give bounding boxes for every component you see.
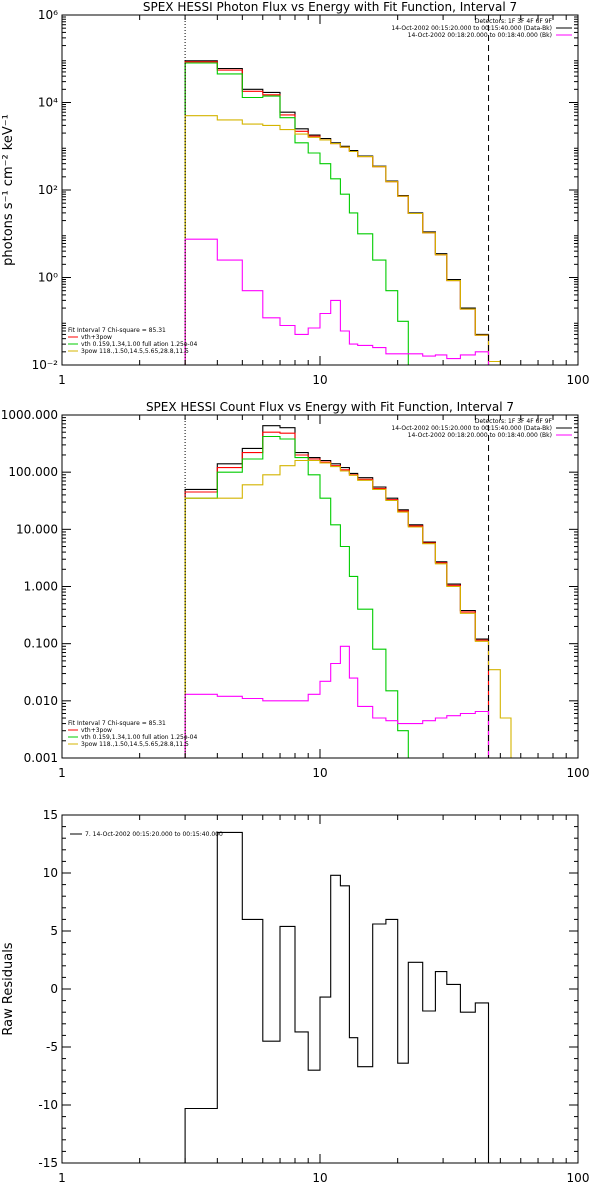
y-tick-label: 1.000 [24,580,58,594]
series-line-3 [184,62,424,365]
x-tick-label: 100 [567,766,590,780]
y-tick-label: 10⁴ [38,96,58,110]
plot-frame [61,814,579,1164]
series-line-2 [184,431,490,758]
y-tick-label: -15 [38,1156,58,1170]
legend-top-text: Detectors: 1F 3F 4F 6F 9F [475,418,553,425]
series-line-3 [184,435,409,758]
y-tick-label: 0.001 [24,751,58,765]
series-line-4 [184,459,512,758]
y-tick-label: 15 [43,808,58,822]
x-tick-label: 100 [567,1171,590,1185]
series-line-1 [184,831,490,1163]
legend-fit-text: Fit Interval 7 Chi-square = 85.31 [68,327,166,334]
x-tick-label: 10 [312,766,327,780]
y-tick-label: -5 [46,1040,58,1054]
series-group [184,425,512,758]
chart-title: SPEX HESSI Photon Flux vs Energy with Fi… [143,0,517,14]
legend-top-text: 14-Oct-2002 00:18:20.000 to 00:18:40.000… [408,32,552,39]
y-tick-label: 0.010 [24,694,58,708]
chart-panel-2: 1 10 100 0.001 0.010 0.100 1.000 10.000 100.000 1… [1,400,590,780]
y-tick-label: 10⁻² [32,358,59,372]
legend-fit-text: vth+3pow [81,727,112,734]
y-tick-label: 10⁶ [38,8,58,22]
series-line-5 [184,238,490,365]
legend-top-text: 14-Oct-2002 00:18:20.000 to 00:18:40.000… [408,432,552,439]
chart-panel-1: 1 10 100 10⁻² 10⁰ 10² 10⁴ 10⁶ SPEX HESSI Photon … [1,0,589,387]
y-tick-label: 100.000 [8,465,58,479]
y-tick-label: 10⁰ [38,271,58,285]
chart-panel-3: 1 10 100 -15 -10 -5 0 5 10 15 Raw Residuals 7. 14-O… [1,808,589,1185]
legend-fit-text: vth 0.159,1.34,1.00 full ation 1.25e-04 [81,341,197,348]
x-tick-label: 1 [58,766,66,780]
legend-top-text: 14-Oct-2002 00:15:20.000 to 00:15:40.000… [391,425,552,432]
legend-text: 7. 14-Oct-2002 00:15:20.000 to 00:15:40.… [85,831,223,838]
y-axis-label: photons s⁻¹ cm⁻² keV⁻¹ [1,114,16,266]
series-line-1 [184,425,490,758]
x-tick-label: 10 [312,1171,327,1185]
legend-fit-text: 3pow 118.,1.50,14.5,5.65,28.8,11.5 [81,741,189,748]
series-line-1 [184,60,490,365]
y-tick-label: 0.100 [24,637,58,651]
legend-top-text: 14-Oct-2002 00:15:20.000 to 00:15:40.000… [391,25,552,32]
x-tick-label: 1 [58,373,66,387]
x-tick-label: 100 [567,373,590,387]
legend-fit-text: vth+3pow [81,334,112,341]
series-group [184,60,501,365]
plot-frame [61,14,579,366]
y-tick-label: 10² [38,183,58,197]
legend-top-text: Detectors: 1F 3F 4F 6F 9F [475,18,553,25]
y-tick-label: 0 [50,982,58,996]
x-tick-label: 1 [58,1171,66,1185]
y-tick-label: 5 [50,924,58,938]
chart-title: SPEX HESSI Count Flux vs Energy with Fit… [146,400,514,414]
legend-fit-text: Fit Interval 7 Chi-square = 85.31 [68,720,166,727]
y-tick-label: 1000.000 [1,408,58,422]
legend-fit-text: 3pow 118.,1.50,14.5,5.65,28.8,11.5 [81,348,189,355]
series-group [184,831,490,1163]
series-line-4 [184,115,501,365]
x-tick-label: 10 [312,373,327,387]
series-line-2 [184,61,490,365]
y-axis-label: Raw Residuals [1,942,16,1035]
legend-fit-text: vth 0.159,1.34,1.00 full ation 1.25e-04 [81,734,197,741]
y-tick-label: 10 [43,866,58,880]
y-tick-label: -10 [38,1098,58,1112]
series-line-5 [184,645,490,758]
y-tick-label: 10.000 [16,522,58,536]
